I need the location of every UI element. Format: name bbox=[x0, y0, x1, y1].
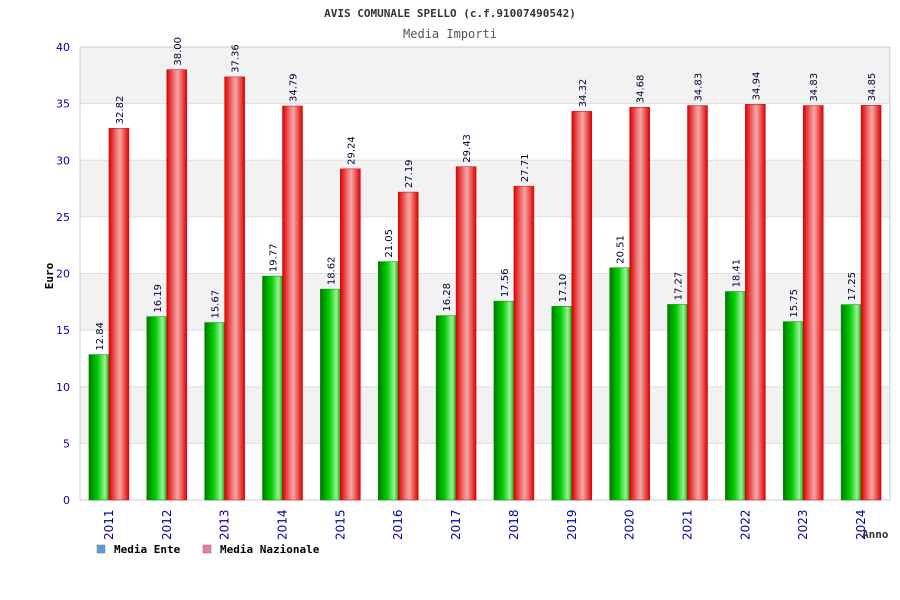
data-label: 17.25 bbox=[847, 272, 858, 301]
data-label: 12.84 bbox=[95, 322, 106, 351]
y-axis-label: Euro bbox=[43, 262, 56, 289]
bar-media-ente-2023 bbox=[782, 321, 804, 501]
data-label: 32.82 bbox=[115, 96, 126, 125]
y-tick-label: 35 bbox=[56, 98, 70, 111]
y-tick-label: 25 bbox=[56, 211, 70, 224]
x-tick-label: 2011 bbox=[102, 509, 116, 540]
data-label: 15.67 bbox=[211, 290, 222, 319]
chart-title: AVIS COMUNALE SPELLO (c.f.91007490542) bbox=[324, 7, 576, 20]
bar-media-nazionale-2022 bbox=[745, 104, 766, 501]
legend-swatch bbox=[96, 544, 106, 554]
data-label: 27.19 bbox=[404, 159, 415, 188]
x-tick-label: 2014 bbox=[276, 509, 290, 540]
plot-frame bbox=[79, 46, 891, 501]
bar-media-ente-2020 bbox=[609, 267, 630, 501]
data-label: 19.77 bbox=[269, 243, 280, 272]
data-label: 34.85 bbox=[867, 73, 878, 102]
bar-media-ente-2017 bbox=[435, 315, 457, 501]
x-tick-label: 2013 bbox=[218, 509, 232, 540]
x-tick-label: 2012 bbox=[160, 509, 174, 540]
bar-media-nazionale-2021 bbox=[687, 105, 708, 501]
y-tick-label: 40 bbox=[56, 41, 70, 54]
x-tick-label: 2023 bbox=[796, 509, 810, 540]
data-label: 38.00 bbox=[173, 37, 184, 66]
data-label: 34.32 bbox=[578, 79, 589, 108]
bar-media-ente-2022 bbox=[725, 291, 746, 501]
data-label: 34.68 bbox=[636, 75, 647, 104]
data-label: 16.28 bbox=[442, 283, 453, 312]
bar-media-ente-2019 bbox=[551, 306, 573, 501]
bar-media-nazionale-2011 bbox=[108, 128, 130, 501]
bars: 12.84 32.82 16.19 38.00 15.67 37.36 19.77 34.79… bbox=[88, 37, 882, 501]
bar-media-ente-2013 bbox=[204, 322, 225, 501]
bar-media-nazionale-2023 bbox=[802, 105, 824, 501]
x-tick-label: 2021 bbox=[681, 509, 695, 540]
data-label: 17.10 bbox=[558, 274, 569, 303]
bar-media-ente-2016 bbox=[377, 261, 399, 501]
x-tick-label: 2015 bbox=[333, 509, 347, 540]
data-label: 20.51 bbox=[616, 235, 627, 264]
bar-media-nazionale-2014 bbox=[282, 105, 303, 501]
data-label: 21.05 bbox=[384, 229, 395, 258]
data-label: 34.79 bbox=[289, 73, 300, 102]
bar-media-nazionale-2024 bbox=[860, 105, 882, 501]
y-tick-label: 10 bbox=[56, 381, 70, 394]
data-label: 34.83 bbox=[694, 73, 705, 102]
data-label: 27.71 bbox=[520, 154, 531, 183]
bar-media-nazionale-2018 bbox=[513, 185, 535, 501]
data-label: 16.19 bbox=[153, 284, 164, 313]
y-tick-label: 30 bbox=[56, 154, 70, 167]
data-label: 15.75 bbox=[789, 289, 800, 318]
bar-media-ente-2015 bbox=[320, 288, 341, 501]
x-tick-label: 2020 bbox=[623, 509, 637, 540]
x-axis-ticks: 2011 2012 2013 2014 2015 2016 2017 2018 2019 2020… bbox=[102, 509, 868, 540]
y-axis-ticks: 0 5 10 15 20 25 30 35 40 bbox=[56, 41, 70, 507]
legend: Media Ente Media Nazionale bbox=[96, 543, 320, 556]
bar-media-nazionale-2016 bbox=[397, 191, 419, 501]
x-tick-label: 2024 bbox=[854, 509, 868, 540]
data-label: 18.41 bbox=[731, 259, 742, 288]
x-tick-label: 2018 bbox=[507, 509, 521, 540]
y-tick-label: 20 bbox=[56, 268, 70, 281]
plot-band bbox=[80, 47, 890, 104]
bar-media-ente-2014 bbox=[262, 275, 283, 501]
bar-media-nazionale-2012 bbox=[166, 69, 188, 501]
bar-media-ente-2018 bbox=[493, 300, 515, 501]
data-label: 34.83 bbox=[809, 73, 820, 102]
bar-media-ente-2024 bbox=[840, 304, 862, 501]
bar-media-nazionale-2017 bbox=[455, 166, 477, 501]
bar-media-nazionale-2019 bbox=[571, 111, 593, 501]
x-tick-label: 2016 bbox=[391, 509, 405, 540]
data-label: 37.36 bbox=[231, 44, 242, 73]
bar-media-nazionale-2013 bbox=[224, 76, 245, 501]
data-label: 18.62 bbox=[326, 256, 337, 285]
bar-media-ente-2011 bbox=[88, 354, 110, 501]
legend-label: Media Ente bbox=[114, 543, 181, 556]
y-tick-label: 0 bbox=[63, 494, 70, 507]
bar-media-nazionale-2015 bbox=[340, 168, 361, 501]
data-label: 17.56 bbox=[500, 268, 511, 297]
x-tick-label: 2017 bbox=[449, 509, 463, 540]
y-tick-label: 5 bbox=[63, 437, 70, 450]
plot-band bbox=[80, 386, 890, 444]
data-label: 17.27 bbox=[674, 272, 685, 301]
chart-subtitle: Media Importi bbox=[403, 27, 497, 41]
legend-label: Media Nazionale bbox=[220, 543, 320, 556]
y-tick-label: 15 bbox=[56, 324, 70, 337]
data-label: 29.43 bbox=[462, 134, 473, 163]
x-tick-label: 2022 bbox=[738, 509, 752, 540]
bar-media-ente-2012 bbox=[146, 316, 168, 501]
legend-swatch bbox=[202, 544, 212, 554]
data-label: 34.94 bbox=[751, 72, 762, 101]
bar-media-ente-2021 bbox=[667, 304, 688, 501]
data-label: 29.24 bbox=[346, 136, 357, 165]
plot-band bbox=[80, 273, 890, 331]
x-tick-label: 2019 bbox=[565, 509, 579, 540]
plot-band bbox=[80, 160, 890, 217]
bar-media-nazionale-2020 bbox=[629, 106, 650, 501]
x-axis-label: Anno bbox=[862, 528, 889, 541]
